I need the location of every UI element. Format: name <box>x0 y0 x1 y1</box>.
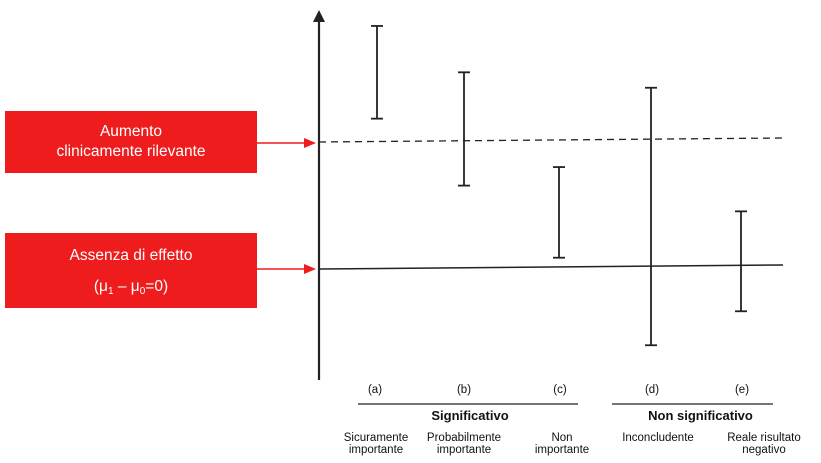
interval-c-description: Non importante <box>534 432 590 456</box>
interval-a-label: (a) <box>367 384 383 396</box>
interval-d-label: (d) <box>644 384 660 396</box>
clinically-relevant-box: Aumento clinicamente rilevante <box>5 111 257 173</box>
interval-b-label: (b) <box>456 384 472 396</box>
no-effect-formula: (μ1 – μ0=0) <box>93 278 169 297</box>
interval-b-description: Probabilmente importante <box>426 432 502 456</box>
interval-e-description: Reale risultato negativo <box>727 432 801 456</box>
no-effect-box: Assenza di effetto (μ1 – μ0=0) <box>5 233 257 308</box>
clinically-relevant-line2: clinicamente rilevante <box>56 143 206 160</box>
interval-a-description: Sicuramente importante <box>343 432 409 456</box>
y-axis-arrowhead <box>313 10 325 22</box>
red-arrows <box>257 138 316 274</box>
clinically-relevant-line1: Aumento <box>99 123 163 140</box>
no-effect-line <box>318 264 784 270</box>
interval-d-description: Inconcludente <box>622 432 694 444</box>
interval-c-label: (c) <box>553 384 567 396</box>
clinically-relevant-line <box>318 137 784 143</box>
not-significant-heading: Non significativo <box>648 408 753 423</box>
interval-e-label: (e) <box>734 384 750 396</box>
significant-heading: Significativo <box>431 408 509 423</box>
arrowhead-clinically-relevant <box>304 138 316 148</box>
arrowhead-no-effect <box>304 264 316 274</box>
intervals-group <box>371 25 747 347</box>
no-effect-line1: Assenza di effetto <box>69 247 193 264</box>
